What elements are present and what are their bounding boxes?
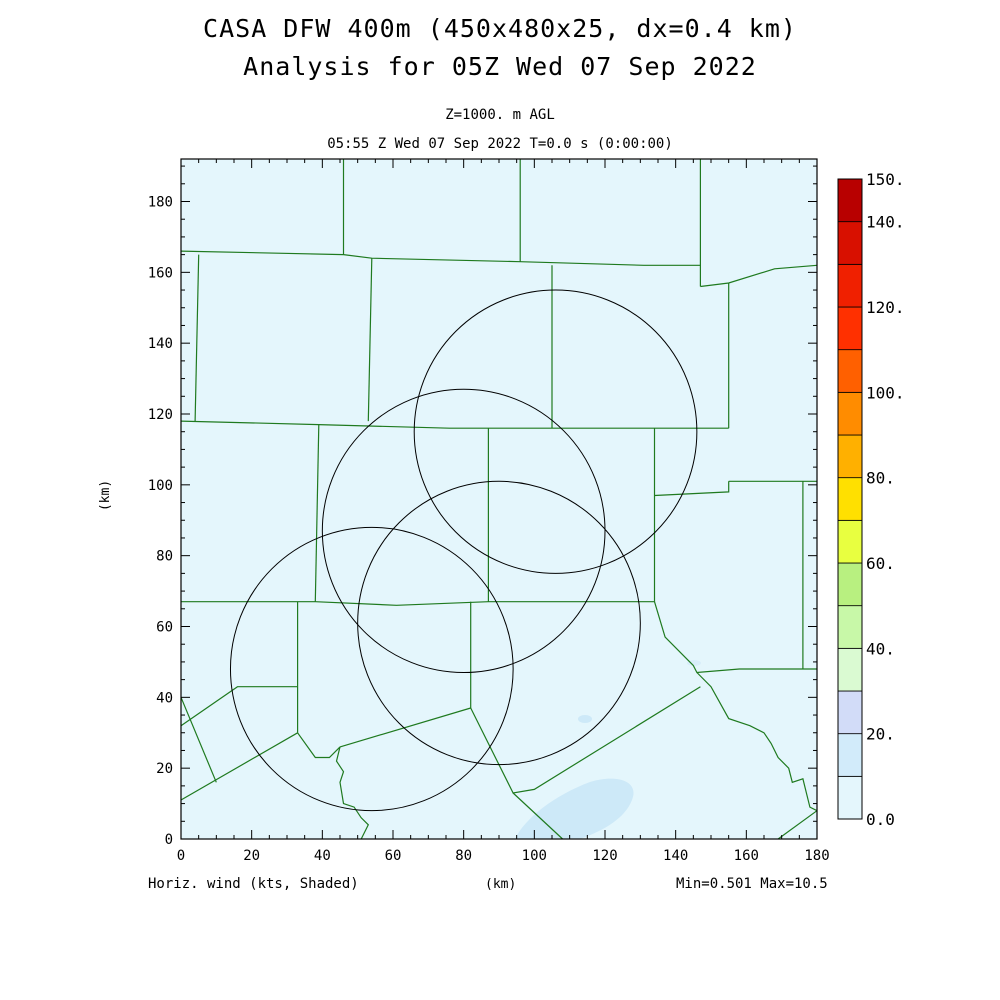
radar-range-ring <box>357 480 641 766</box>
colorbar-label: 150. <box>866 170 905 189</box>
chart-title: CASA DFW 400m (450x480x25, dx=0.4 km) <box>203 14 797 43</box>
colorbar-label: 100. <box>866 383 905 402</box>
colorbar-bin <box>837 221 863 265</box>
colorbar-label: 120. <box>866 298 905 317</box>
y-tick-label: 120 <box>148 407 173 423</box>
county-line <box>777 810 818 840</box>
county-line <box>314 424 320 602</box>
county-line <box>180 250 701 266</box>
colorbar-bin <box>837 477 863 521</box>
x-tick-label: 100 <box>522 848 547 864</box>
county-line <box>653 601 817 674</box>
weak-wind-patch <box>687 660 701 666</box>
county-line <box>181 601 655 606</box>
county-line <box>339 707 471 748</box>
radar-range-ring <box>321 388 606 674</box>
county-line <box>180 686 298 727</box>
x-tick-label: 180 <box>804 848 829 864</box>
radar-range-ring <box>229 526 514 812</box>
county-line <box>194 254 200 422</box>
chart-subtitle: Analysis for 05Z Wed 07 Sep 2022 <box>243 52 757 81</box>
x-tick-label: 120 <box>592 848 617 864</box>
county-line <box>180 697 217 783</box>
weak-wind-shading <box>515 660 701 839</box>
x-axis-label: (km) <box>485 877 517 892</box>
x-tick-label: 60 <box>385 848 402 864</box>
colorbar-label: 40. <box>866 639 895 658</box>
axes: 0 20 40 60 80 100 120 140 160 180 0 20 40 60 80 100 120 1… <box>148 159 830 864</box>
colorbar-label: 140. <box>866 213 905 232</box>
y-tick-label: 60 <box>156 620 173 636</box>
field-label: Horiz. wind (kts, Shaded) <box>148 876 359 892</box>
colorbar-bin <box>837 178 863 223</box>
y-tick-label: 100 <box>148 478 173 494</box>
radar-range-ring <box>413 289 698 574</box>
county-line <box>367 258 373 422</box>
colorbar-bin <box>837 562 863 607</box>
weak-wind-patch <box>578 715 592 723</box>
plot-background <box>181 159 817 839</box>
y-tick-label: 140 <box>148 336 173 352</box>
county-line <box>700 264 818 288</box>
colorbar-label: 0.0 <box>866 810 895 829</box>
colorbar-bin <box>837 349 863 393</box>
colorbar: 0.0 20. 40. 60. 80. 100. 120. 140. 150. <box>837 170 905 829</box>
level-label: Z=1000. m AGL <box>445 107 555 123</box>
y-tick-label: 160 <box>148 265 173 281</box>
county-line <box>297 732 341 759</box>
county-line <box>512 792 564 840</box>
colorbar-bin <box>837 519 863 564</box>
colorbar-label: 20. <box>866 725 895 744</box>
colorbar-bin <box>837 391 863 436</box>
y-tick-label: 40 <box>156 690 173 706</box>
colorbar-bin <box>837 690 863 735</box>
colorbar-bin <box>837 775 863 820</box>
x-tick-label: 80 <box>455 848 472 864</box>
colorbar-label: 80. <box>866 469 895 488</box>
min-max-label: Min=0.501 Max=10.5 <box>676 876 828 892</box>
county-line <box>470 686 701 794</box>
x-tick-label: 140 <box>663 848 688 864</box>
x-tick-label: 20 <box>243 848 260 864</box>
county-boundaries <box>180 159 818 840</box>
weak-wind-patch <box>515 778 634 839</box>
colorbar-frame <box>837 178 863 820</box>
x-tick-label: 0 <box>177 848 185 864</box>
colorbar-bin <box>837 605 863 649</box>
x-tick-label: 160 <box>734 848 759 864</box>
colorbar-bin <box>837 733 863 777</box>
colorbar-label: 60. <box>866 554 895 573</box>
time-label: 05:55 Z Wed 07 Sep 2022 T=0.0 s (0:00:00… <box>327 136 673 152</box>
colorbar-bin <box>837 434 863 479</box>
county-line <box>180 420 729 429</box>
colorbar-bin <box>837 263 863 308</box>
x-tick-label: 40 <box>314 848 331 864</box>
county-line <box>654 481 730 497</box>
y-tick-label: 0 <box>165 832 173 848</box>
county-line <box>180 732 298 801</box>
y-tick-label: 80 <box>156 549 173 565</box>
radar-range-rings <box>229 289 698 812</box>
county-line <box>696 672 818 812</box>
y-tick-label: 20 <box>156 761 173 777</box>
county-line <box>335 746 370 840</box>
colorbar-bin <box>837 647 863 692</box>
y-tick-label: 180 <box>148 195 173 211</box>
colorbar-bin <box>837 306 863 351</box>
